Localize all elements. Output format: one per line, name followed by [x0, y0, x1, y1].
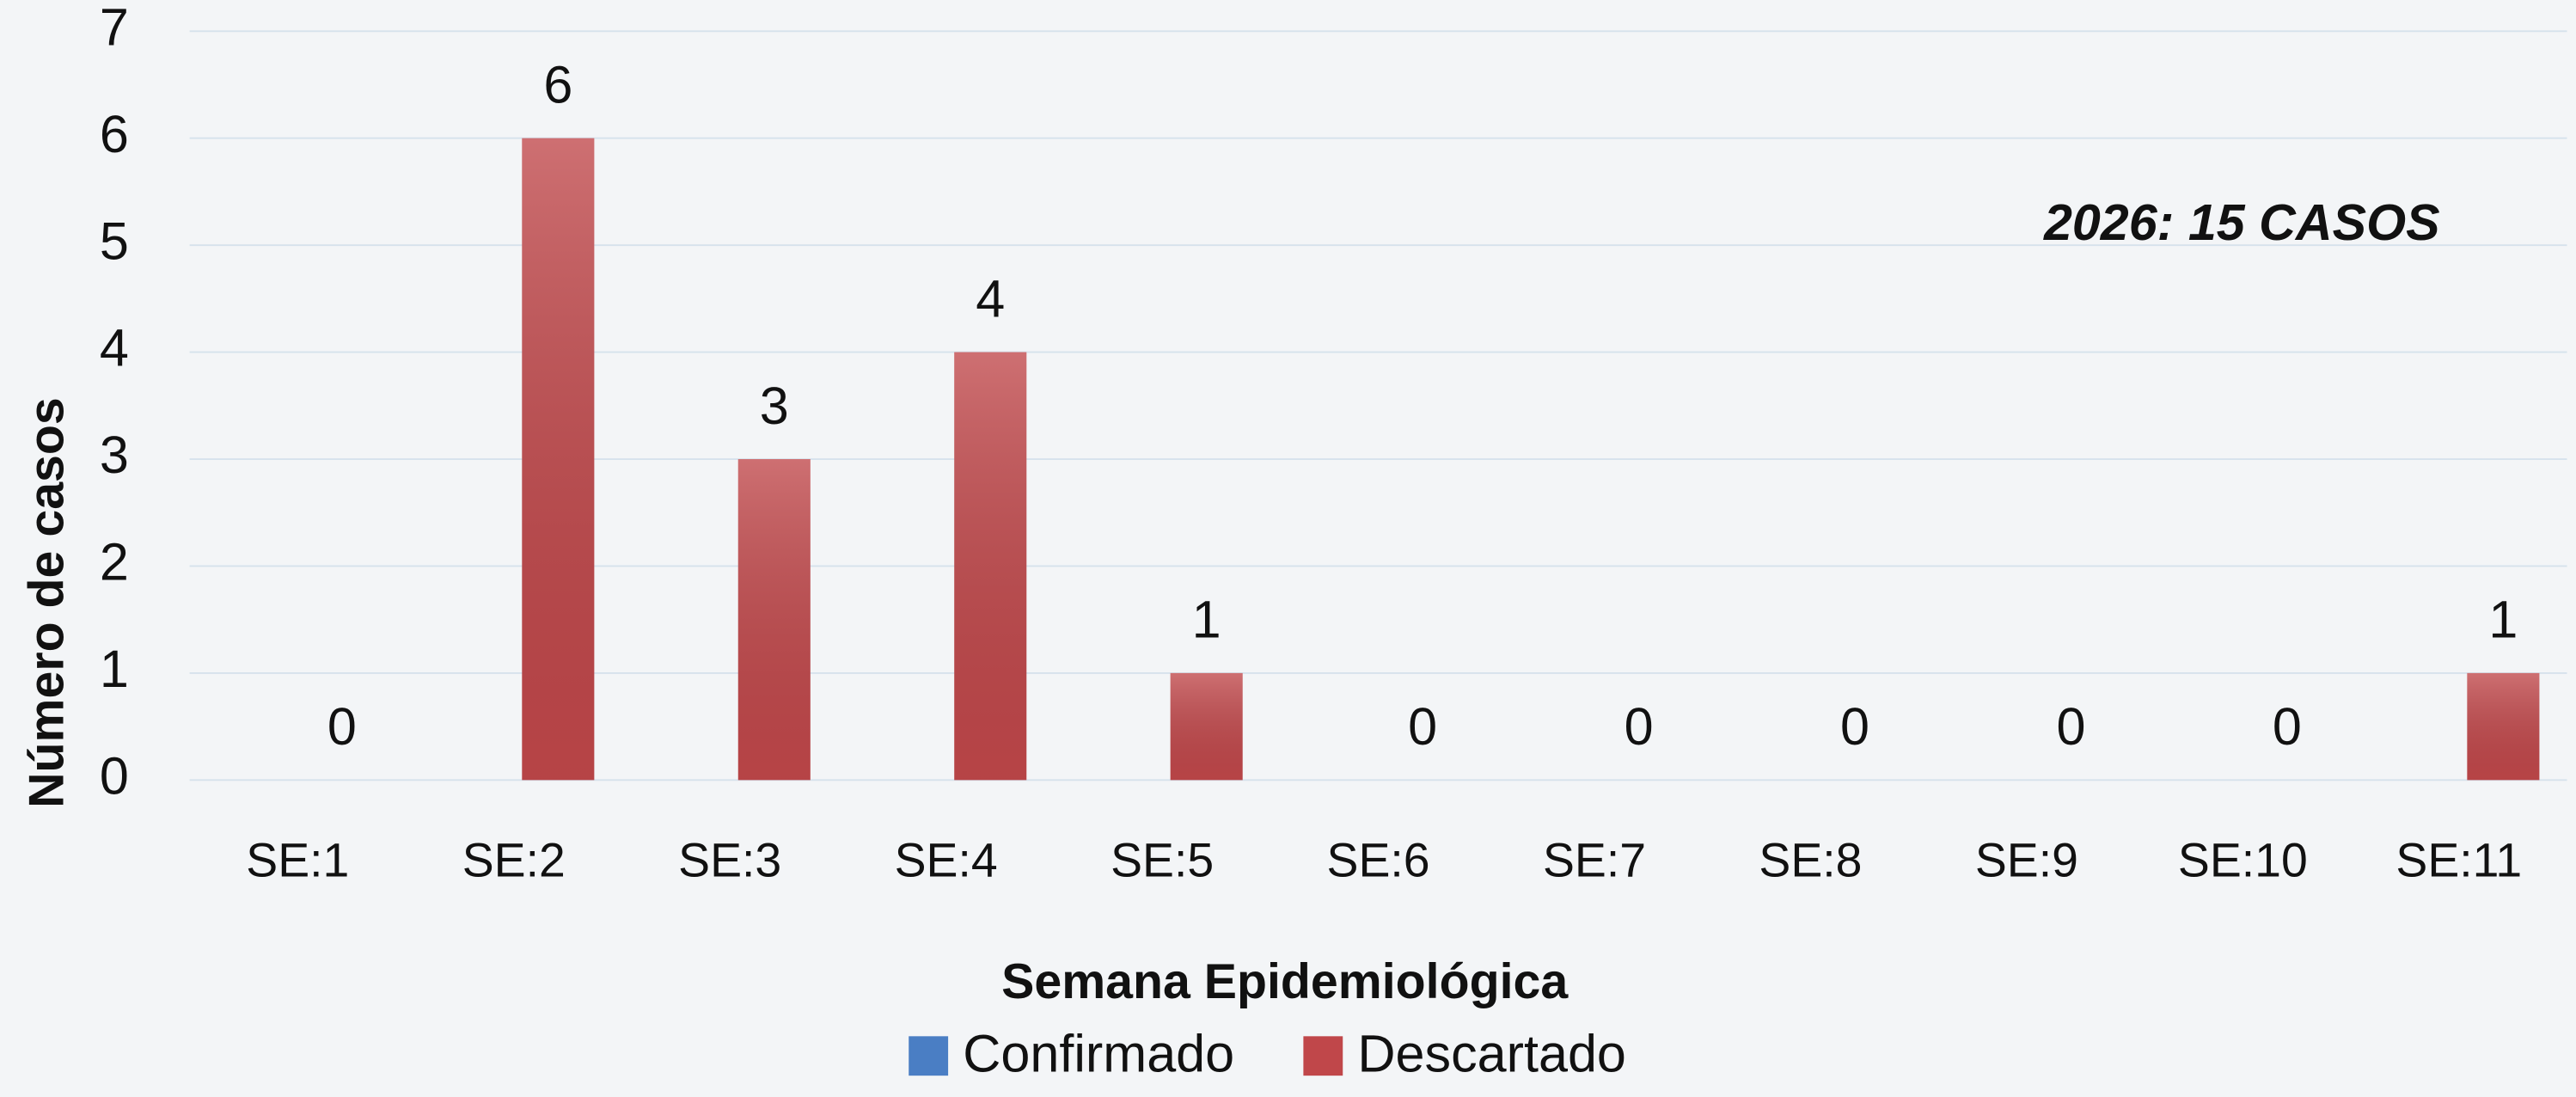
data-label: 0: [2273, 697, 2302, 756]
legend-label: Confirmado: [963, 1024, 1234, 1082]
legend-label: Descartado: [1357, 1024, 1626, 1082]
data-label: 0: [2056, 697, 2085, 756]
data-label: 1: [2488, 591, 2518, 649]
y-tick-label: 2: [100, 533, 129, 591]
x-tick-label: SE:7: [1543, 833, 1646, 886]
x-tick-label: SE:4: [895, 833, 998, 886]
y-tick-label: 4: [100, 319, 129, 377]
data-label: 6: [543, 56, 572, 114]
y-tick-label: 0: [100, 746, 129, 805]
data-label: 0: [327, 697, 357, 756]
x-tick-label: SE:2: [462, 833, 566, 886]
bar-shade: [954, 352, 1027, 781]
data-label: 0: [1840, 697, 1869, 756]
legend-swatch: [1303, 1036, 1343, 1076]
y-tick-label: 5: [100, 211, 129, 270]
y-axis-title: Número de casos: [19, 397, 74, 808]
y-tick-label: 1: [100, 640, 129, 698]
data-label: 0: [1408, 697, 1437, 756]
x-axis-title: Semana Epidemiológica: [1001, 954, 1569, 1009]
bar-shade: [1170, 672, 1243, 781]
data-label: 1: [1192, 591, 1221, 649]
x-tick-label: SE:3: [678, 833, 781, 886]
x-tick-label: SE:6: [1327, 833, 1430, 886]
data-label: 0: [1625, 697, 1654, 756]
x-tick-label: SE:9: [1975, 833, 2078, 886]
data-label: 3: [760, 377, 789, 435]
annotation: 2026: 15 CASOS: [2043, 193, 2440, 251]
legend-swatch: [909, 1036, 949, 1076]
bar-shade: [737, 459, 811, 781]
bar-shade: [2467, 672, 2540, 781]
x-tick-label: SE:11: [2395, 833, 2522, 886]
data-label: 4: [976, 269, 1005, 328]
x-tick-label: SE:8: [1759, 833, 1862, 886]
x-tick-label: SE:5: [1111, 833, 1214, 886]
x-tick-label: SE:10: [2178, 833, 2308, 886]
y-tick-label: 7: [100, 0, 129, 56]
bar-shade: [522, 138, 595, 781]
y-tick-label: 3: [100, 426, 129, 484]
y-tick-label: 6: [100, 105, 129, 163]
x-tick-label: SE:1: [246, 833, 349, 886]
